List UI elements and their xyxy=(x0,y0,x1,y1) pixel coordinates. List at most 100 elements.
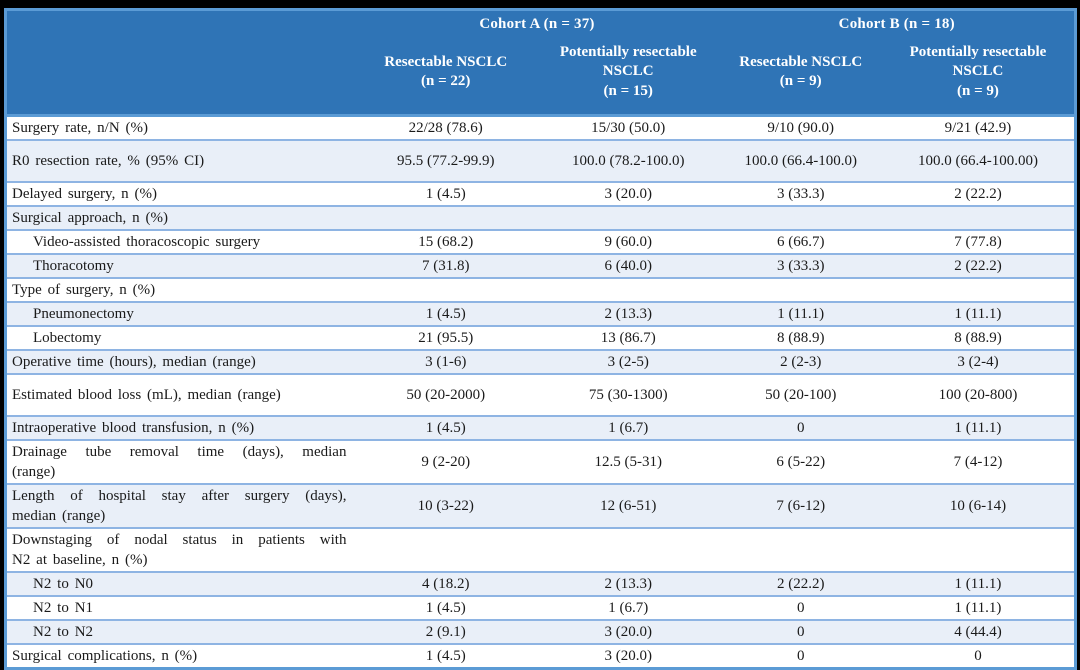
row-value: 4 (44.4) xyxy=(881,619,1076,644)
table-row: Type of surgery, n (%) xyxy=(5,277,1076,302)
row-label: Downstaging of nodal status in patients … xyxy=(5,527,355,572)
row-value xyxy=(354,277,537,302)
row-value: 3 (2-5) xyxy=(536,349,720,374)
row-value: 0 xyxy=(881,643,1076,669)
row-value xyxy=(719,527,882,572)
table-row: Thoracotomy 7 (31.8) 6 (40.0) 3 (33.3) 2 (22… xyxy=(5,253,1076,278)
table-header: Cohort A (n = 37) Cohort B (n = 18) Rese… xyxy=(5,9,1076,116)
row-value: 2 (13.3) xyxy=(536,301,720,326)
row-value xyxy=(881,205,1076,230)
row-value xyxy=(536,277,720,302)
row-value: 1 (6.7) xyxy=(536,595,720,620)
cohort-a-label: Cohort A (n = 37) xyxy=(479,16,595,32)
col-n: (n = 22) xyxy=(421,73,471,89)
col-title: Potentially resectable NSCLC xyxy=(909,43,1047,80)
row-value: 0 xyxy=(719,619,882,644)
row-value: 3 (33.3) xyxy=(719,181,882,206)
col-header-b-resectable: Resectable NSCLC (n = 9) xyxy=(719,36,882,116)
row-label: Type of surgery, n (%) xyxy=(5,277,355,302)
row-value: 2 (13.3) xyxy=(536,571,720,596)
table-row: Estimated blood loss (mL), median (range… xyxy=(5,373,1076,416)
row-label: Drainage tube removal time (days), media… xyxy=(5,439,355,484)
row-value: 100.0 (78.2-100.0) xyxy=(536,139,720,182)
row-value: 15 (68.2) xyxy=(354,229,537,254)
row-label: Thoracotomy xyxy=(5,253,355,278)
col-n: (n = 9) xyxy=(779,73,822,89)
row-label: Lobectomy xyxy=(5,325,355,350)
col-title: Resectable NSCLC xyxy=(739,53,863,70)
row-value xyxy=(354,527,537,572)
row-value: 3 (33.3) xyxy=(719,253,882,278)
table-row: Video-assisted thoracoscopic surgery 15 (… xyxy=(5,229,1076,254)
cohort-a-header: Cohort A (n = 37) xyxy=(354,9,720,36)
row-value: 0 xyxy=(719,415,882,440)
table-row: N2 to N1 1 (4.5) 1 (6.7) 0 1 (11.1) xyxy=(5,595,1076,620)
table-row: Operative time (hours), median (range) 3 … xyxy=(5,349,1076,374)
row-value: 9 (60.0) xyxy=(536,229,720,254)
table-row: Lobectomy 21 (95.5) 13 (86.7) 8 (88.9) 8 (88… xyxy=(5,325,1076,350)
row-label: N2 to N2 xyxy=(5,619,355,644)
subgroup-header-row: Resectable NSCLC (n = 22) Potentially re… xyxy=(6,36,1076,116)
row-value: 0 xyxy=(719,595,882,620)
row-label: Pneumonectomy xyxy=(5,301,355,326)
surgical-outcomes-table: Cohort A (n = 37) Cohort B (n = 18) Rese… xyxy=(4,8,1077,670)
row-value: 1 (4.5) xyxy=(354,181,537,206)
row-value: 8 (88.9) xyxy=(881,325,1076,350)
row-value: 1 (11.1) xyxy=(881,301,1076,326)
table-row: N2 to N0 4 (18.2) 2 (13.3) 2 (22.2) 1 (11.1) xyxy=(5,571,1076,596)
row-value: 1 (11.1) xyxy=(881,571,1076,596)
table-row: Downstaging of nodal status in patients … xyxy=(5,527,1076,572)
row-value: 3 (2-4) xyxy=(881,349,1076,374)
row-value: 9/10 (90.0) xyxy=(719,114,882,140)
col-header-b-potentially: Potentially resectable NSCLC (n = 9) xyxy=(881,36,1076,116)
row-value: 12 (6-51) xyxy=(536,483,720,528)
col-n: (n = 15) xyxy=(603,82,653,99)
col-n: (n = 9) xyxy=(957,82,999,99)
table-row: Drainage tube removal time (days), media… xyxy=(5,439,1076,484)
row-value: 0 xyxy=(719,643,882,669)
row-value: 13 (86.7) xyxy=(536,325,720,350)
row-label-line2: median (range) xyxy=(12,508,106,524)
row-value: 50 (20-100) xyxy=(719,373,882,416)
row-value xyxy=(719,205,882,230)
row-label: N2 to N1 xyxy=(5,595,355,620)
row-value: 3 (1-6) xyxy=(354,349,537,374)
row-value: 6 (66.7) xyxy=(719,229,882,254)
table-row: Surgical complications, n (%) 1 (4.5) 3 (2… xyxy=(5,643,1076,669)
row-value: 8 (88.9) xyxy=(719,325,882,350)
row-value xyxy=(536,527,720,572)
row-label: Surgical complications, n (%) xyxy=(5,643,355,669)
row-label: Operative time (hours), median (range) xyxy=(5,349,355,374)
row-label-line2: N2 at baseline, n (%) xyxy=(12,552,148,568)
row-value: 2 (9.1) xyxy=(354,619,537,644)
row-value xyxy=(354,205,537,230)
row-value: 12.5 (5-31) xyxy=(536,439,720,484)
row-label-line1: Length of hospital stay after surgery (d… xyxy=(12,488,347,504)
table-row: R0 resection rate, % (95% CI) 95.5 (77.2-… xyxy=(5,139,1076,182)
row-value: 1 (4.5) xyxy=(354,595,537,620)
row-value: 6 (40.0) xyxy=(536,253,720,278)
row-label: R0 resection rate, % (95% CI) xyxy=(5,139,355,182)
row-label: Surgical approach, n (%) xyxy=(5,205,355,230)
row-value: 100.0 (66.4-100.0) xyxy=(719,139,882,182)
row-value: 100.0 (66.4-100.00) xyxy=(881,139,1076,182)
row-value xyxy=(881,527,1076,572)
row-value: 7 (77.8) xyxy=(881,229,1076,254)
row-value: 50 (20-2000) xyxy=(354,373,537,416)
row-label: Intraoperative blood transfusion, n (%) xyxy=(5,415,355,440)
row-label: Estimated blood loss (mL), median (range… xyxy=(5,373,355,416)
col-header-a-potentially: Potentially resectable NSCLC (n = 15) xyxy=(536,36,720,116)
row-value: 22/28 (78.6) xyxy=(354,114,537,140)
row-value: 1 (4.5) xyxy=(354,301,537,326)
row-value: 10 (6-14) xyxy=(881,483,1076,528)
row-value: 2 (22.2) xyxy=(719,571,882,596)
table-row: Length of hospital stay after surgery (d… xyxy=(5,483,1076,528)
row-value: 3 (20.0) xyxy=(536,619,720,644)
table-row: Pneumonectomy 1 (4.5) 2 (13.3) 1 (11.1) 1 (1… xyxy=(5,301,1076,326)
row-value: 1 (11.1) xyxy=(881,595,1076,620)
row-value: 7 (31.8) xyxy=(354,253,537,278)
row-value: 2 (22.2) xyxy=(881,181,1076,206)
row-value: 75 (30-1300) xyxy=(536,373,720,416)
row-value xyxy=(536,205,720,230)
